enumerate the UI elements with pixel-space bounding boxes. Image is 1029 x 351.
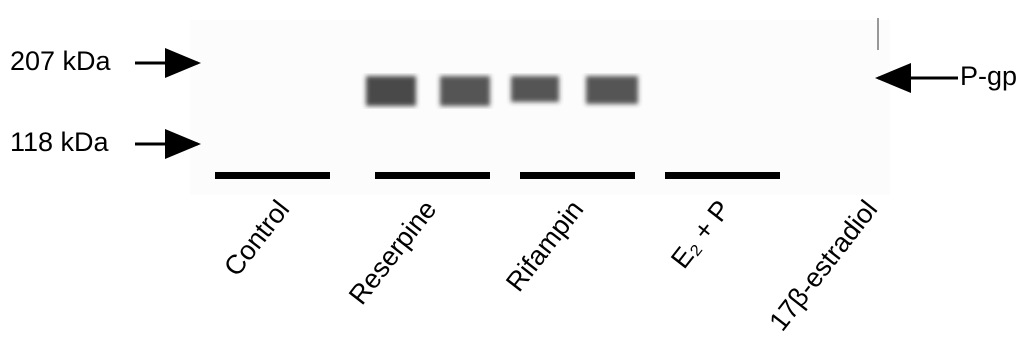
lane-bar	[665, 172, 780, 179]
western-blot-figure: 207 kDa 118 kDa P-gp Control Reserpine Rif…	[0, 0, 1029, 351]
band	[440, 76, 490, 106]
lane-label: 17β-estradiol	[763, 195, 883, 337]
lane-bar	[215, 172, 330, 179]
band	[586, 76, 638, 104]
band	[511, 76, 559, 102]
lane-label: Reserpine	[343, 195, 442, 310]
lane-bar	[375, 172, 490, 179]
band	[366, 76, 416, 106]
lane-label: E₂ + P	[665, 195, 736, 274]
lane-label: Rifampin	[500, 195, 589, 297]
marker-label: 118 kDa	[10, 127, 110, 157]
marker-label: 207 kDa	[10, 46, 112, 76]
lane-bar	[520, 172, 635, 179]
target-label: P-gp	[960, 61, 1017, 91]
blot-background	[190, 20, 890, 195]
lane-label: Control	[218, 195, 295, 282]
